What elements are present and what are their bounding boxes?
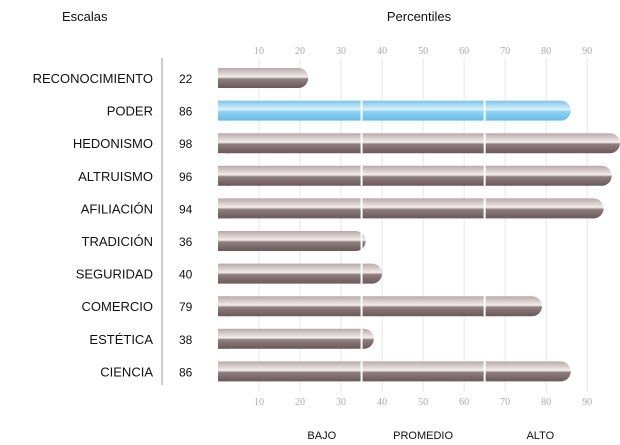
bar-poder	[218, 100, 571, 121]
category-label: RECONOCIMIENTO	[33, 71, 153, 86]
tick-bottom-3: 40	[377, 397, 387, 408]
band-label-alto: ALTO	[526, 430, 554, 442]
bar-left-cap	[218, 231, 229, 251]
bar-comercio	[218, 296, 543, 317]
band-label-promedio: PROMEDIO	[393, 430, 453, 442]
tick-bottom-7: 80	[541, 397, 551, 408]
bar-tradición	[218, 231, 366, 251]
bar-left-cap	[218, 263, 229, 284]
bar-left-cap	[218, 328, 229, 349]
bar-left-cap	[218, 198, 229, 219]
bar-rows: RECONOCIMIENTO 22 PODER 86 HEDONISMO 98 ALTRUI…	[33, 68, 620, 382]
category-label: TRADICIÓN	[82, 234, 154, 249]
value-label: 36	[179, 235, 193, 249]
value-label: 86	[179, 105, 193, 119]
value-label: 96	[179, 170, 193, 184]
value-label: 22	[179, 72, 193, 86]
value-label: 86	[179, 365, 193, 379]
tick-bottom-5: 60	[459, 397, 469, 408]
tick-top-8: 90	[582, 46, 592, 57]
tick-top-6: 70	[500, 46, 510, 57]
category-label: ESTÉTICA	[89, 332, 153, 347]
x-axis-ticks-bottom: 10 20 30 40 50 60 70 80 90	[254, 397, 592, 408]
tick-top-7: 80	[541, 46, 551, 57]
category-label: AFILIACIÓN	[81, 201, 153, 216]
tick-bottom-2: 30	[336, 397, 346, 408]
bar-left-cap	[218, 100, 229, 121]
value-label: 79	[179, 300, 193, 314]
bar-left-cap	[218, 68, 229, 88]
bar-left-cap	[218, 296, 229, 317]
percentiles-header: Percentiles	[387, 9, 452, 24]
tick-bottom-1: 20	[295, 397, 305, 408]
value-label: 94	[179, 202, 193, 216]
tick-bottom-0: 10	[254, 397, 264, 408]
tick-bottom-8: 90	[582, 397, 592, 408]
value-label: 98	[179, 137, 193, 151]
value-label: 38	[179, 333, 193, 347]
bar-afiliación	[218, 198, 604, 219]
bar-left-cap	[218, 165, 229, 186]
x-axis-ticks-top: 10 20 30 40 50 60 70 80 90	[254, 46, 592, 57]
category-label: HEDONISMO	[73, 136, 153, 151]
tick-bottom-4: 50	[418, 397, 428, 408]
bar-seguridad	[218, 263, 383, 284]
bar-reconocimiento	[218, 68, 309, 88]
scales-header: Escalas	[62, 9, 108, 24]
band-label-bajo: BAJO	[307, 430, 336, 442]
band-labels: BAJO PROMEDIO ALTO	[307, 430, 554, 442]
tick-top-3: 40	[377, 46, 387, 57]
category-label: PODER	[107, 104, 153, 119]
bar-hedonismo	[218, 133, 620, 154]
category-label: SEGURIDAD	[76, 267, 153, 282]
value-label: 40	[179, 268, 193, 282]
tick-top-5: 60	[459, 46, 469, 57]
tick-top-2: 30	[336, 46, 346, 57]
category-label: CIENCIA	[100, 364, 153, 379]
bar-left-cap	[218, 133, 229, 154]
bar-altruismo	[218, 165, 612, 186]
tick-bottom-6: 70	[500, 397, 510, 408]
bar-estética	[218, 328, 374, 349]
tick-top-0: 10	[254, 46, 264, 57]
category-label: ALTRUISMO	[78, 169, 153, 184]
category-label: COMERCIO	[82, 299, 154, 314]
tick-top-4: 50	[418, 46, 428, 57]
bar-left-cap	[218, 361, 229, 382]
tick-top-1: 20	[295, 46, 305, 57]
bar-ciencia	[218, 361, 571, 382]
